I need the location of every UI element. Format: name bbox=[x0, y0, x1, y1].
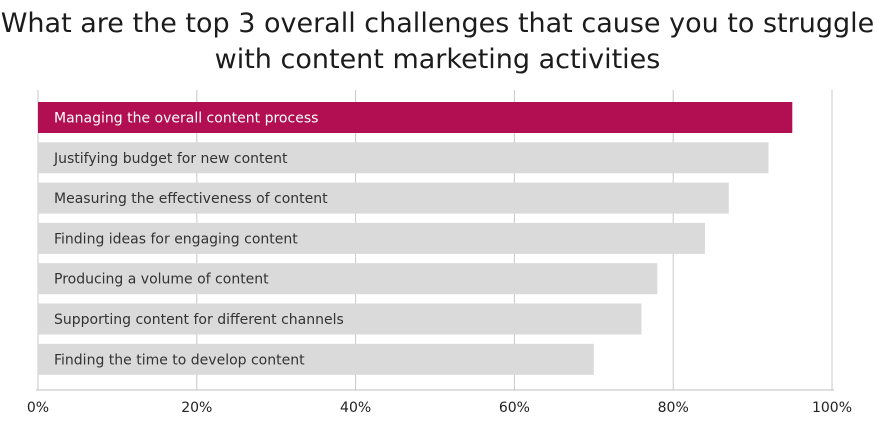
x-tick-label-100: 100% bbox=[812, 400, 852, 416]
bar-3 bbox=[38, 182, 729, 214]
x-axis-ticks: 0% 20% 40% 60% 80% 100% bbox=[27, 400, 852, 416]
chart-title-line-1: What are the top 3 overall challenges th… bbox=[0, 8, 875, 39]
bar-label-4: Finding ideas for engaging content bbox=[54, 231, 298, 247]
x-tick-label-40: 40% bbox=[340, 400, 371, 416]
bar-label-5: Producing a volume of content bbox=[54, 272, 269, 288]
bar-7 bbox=[38, 343, 594, 375]
bar-6 bbox=[38, 303, 642, 335]
bars: Managing the overall content process Just… bbox=[38, 102, 793, 375]
x-tick-label-60: 60% bbox=[499, 400, 530, 416]
bar-label-3: Measuring the effectiveness of content bbox=[54, 191, 328, 207]
chart-title: What are the top 3 overall challenges th… bbox=[0, 6, 875, 78]
x-tick-label-0: 0% bbox=[27, 400, 49, 416]
bar-label-2: Justifying budget for new content bbox=[53, 151, 288, 167]
bar-4 bbox=[38, 222, 705, 254]
bar-1 bbox=[38, 102, 793, 133]
chart-title-line-2: with content marketing activities bbox=[214, 44, 661, 75]
bar-label-7: Finding the time to develop content bbox=[54, 352, 305, 368]
bar-label-6: Supporting content for different channel… bbox=[54, 312, 344, 328]
bar-2 bbox=[38, 142, 769, 174]
bar-label-1: Managing the overall content process bbox=[54, 111, 318, 127]
bar-5 bbox=[38, 263, 658, 295]
x-tick-label-20: 20% bbox=[181, 400, 212, 416]
x-tick-label-80: 80% bbox=[658, 400, 689, 416]
